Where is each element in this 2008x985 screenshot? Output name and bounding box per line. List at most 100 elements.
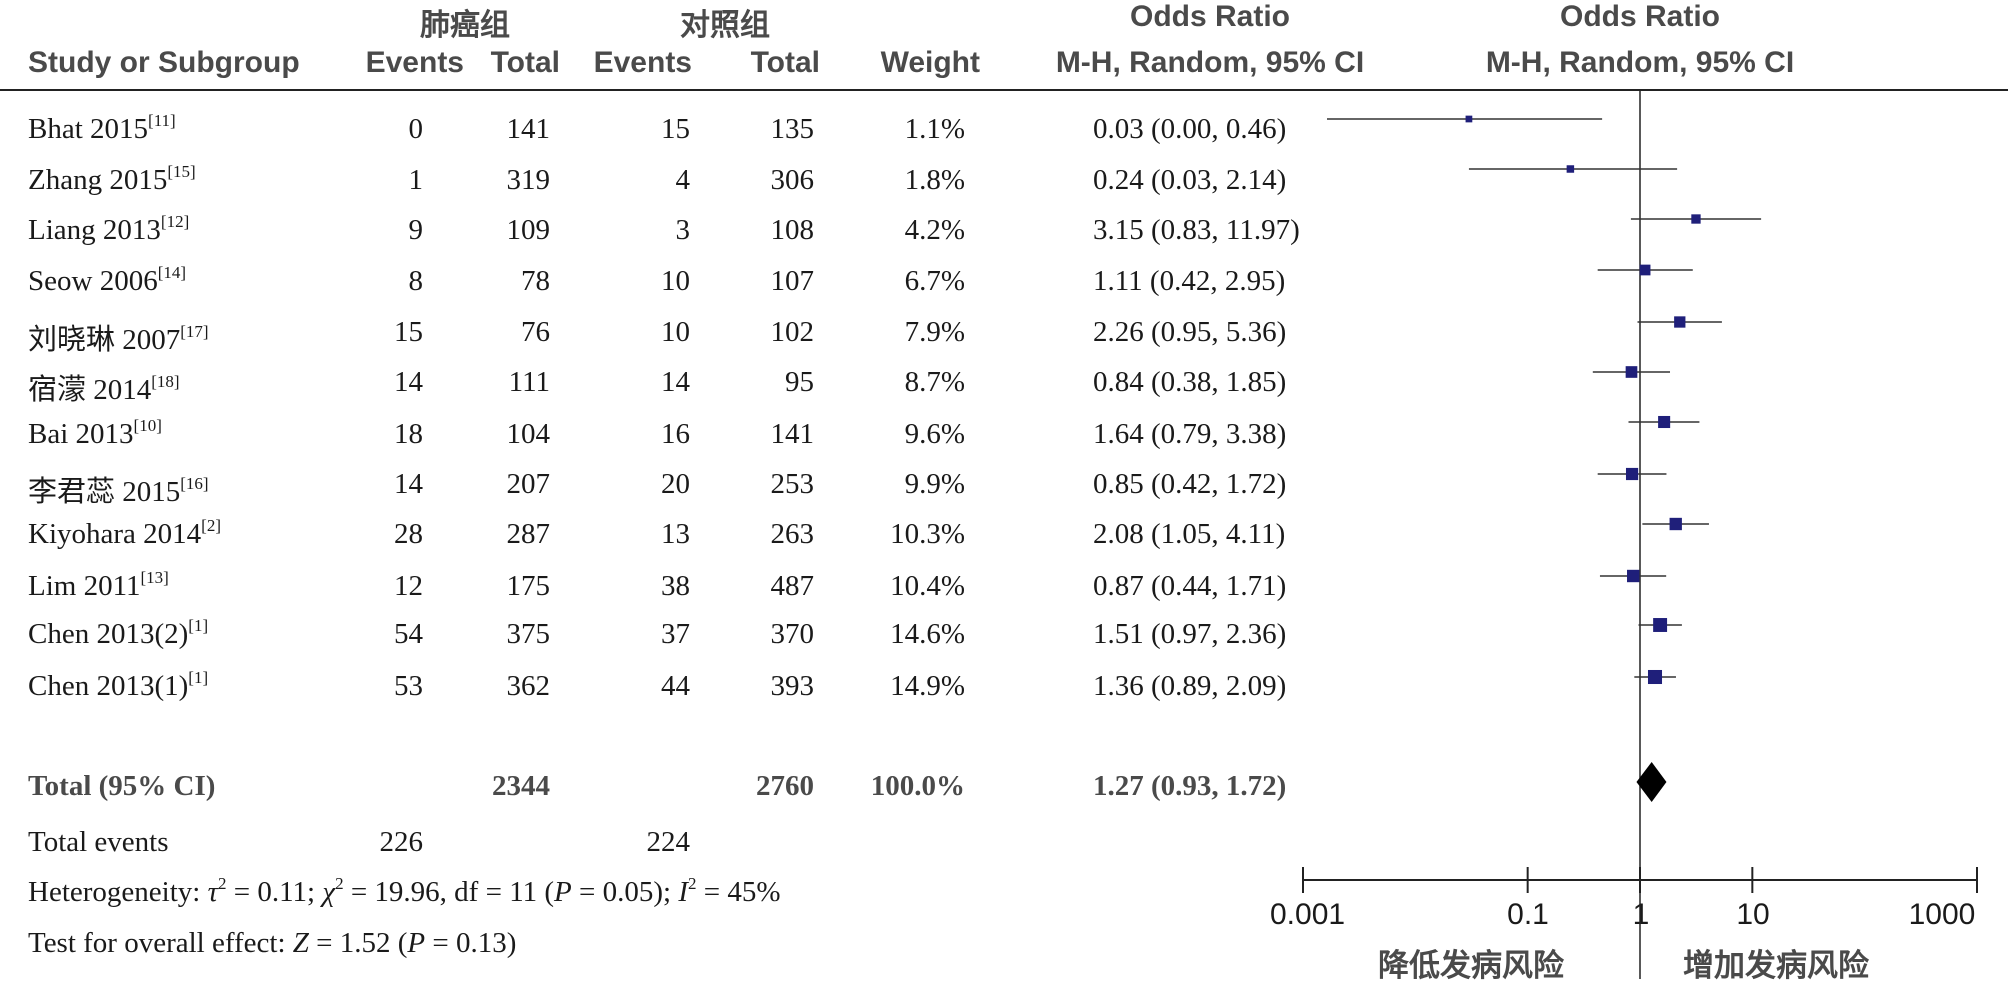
axis-tick-label-0.001: 0.001 xyxy=(1270,898,1346,931)
ctrl-total: 393 xyxy=(770,670,815,702)
study-marker xyxy=(1669,517,1682,531)
ctrl-total: 306 xyxy=(770,164,815,196)
study-marker xyxy=(1465,115,1473,123)
case-events: 12 xyxy=(394,570,423,602)
study-weight: 14.9% xyxy=(890,670,965,702)
ctrl-events: 20 xyxy=(661,468,690,500)
case-total: 78 xyxy=(521,265,550,297)
study-weight: 7.9% xyxy=(904,316,965,348)
total-events-case: 226 xyxy=(379,826,424,858)
study-name-text: Kiyohara 2014 xyxy=(28,518,202,550)
study-marker xyxy=(1653,618,1668,632)
study-name-text: 宿濛 2014 xyxy=(28,374,152,406)
study-ci-text: 0.84 (0.38, 1.85) xyxy=(1093,366,1287,398)
total-ctrl-total: 2760 xyxy=(756,770,814,802)
study-marker xyxy=(1674,316,1686,328)
case-total: 109 xyxy=(506,214,551,246)
case-events: 1 xyxy=(408,164,424,196)
study-ci-text: 1.36 (0.89, 2.09) xyxy=(1093,670,1287,702)
study-name-text: Chen 2013(1) xyxy=(28,670,189,702)
case-total: 141 xyxy=(506,113,551,145)
study-weight: 10.3% xyxy=(890,518,965,550)
study-name: Seow 2006[14] xyxy=(28,264,186,298)
study-ci-text: 1.11 (0.42, 2.95) xyxy=(1093,265,1286,297)
study-ref: [12] xyxy=(160,212,190,231)
study-marker xyxy=(1639,264,1651,276)
ctrl-total: 108 xyxy=(770,214,815,246)
col-case-total: Total xyxy=(490,46,560,79)
study-marker xyxy=(1658,415,1671,429)
study-weight: 10.4% xyxy=(890,570,965,602)
case-total: 104 xyxy=(506,418,551,450)
ctrl-total: 141 xyxy=(770,418,815,450)
study-name: Bai 2013[10] xyxy=(28,416,162,451)
control-group-title: 对照组 xyxy=(680,9,770,42)
case-events: 14 xyxy=(394,366,423,398)
study-ref: [2] xyxy=(201,516,221,535)
ctrl-events: 44 xyxy=(661,670,690,702)
study-ci-text: 0.87 (0.44, 1.71) xyxy=(1093,570,1287,602)
study-name-text: Seow 2006 xyxy=(28,265,158,297)
case-total: 175 xyxy=(506,570,551,602)
case-events: 15 xyxy=(394,316,423,348)
study-weight: 4.2% xyxy=(904,214,965,246)
col-study: Study or Subgroup xyxy=(28,46,300,79)
axis-right-label: 增加发病风险 xyxy=(1683,948,1869,983)
ctrl-events: 14 xyxy=(661,366,690,398)
ctrl-events: 13 xyxy=(661,518,690,550)
ctrl-total: 253 xyxy=(770,468,815,500)
case-total: 76 xyxy=(521,316,550,348)
study-name: Kiyohara 2014[2] xyxy=(28,516,221,551)
study-name-text: Zhang 2015 xyxy=(28,164,168,196)
axis-tick-label-10: 10 xyxy=(1736,898,1770,931)
case-events: 18 xyxy=(394,418,423,450)
study-name: Liang 2013[12] xyxy=(28,212,190,247)
study-name-text: Bhat 2015 xyxy=(28,113,149,145)
pooled-diamond xyxy=(1636,762,1667,802)
case-events: 14 xyxy=(394,468,423,500)
study-name: Lim 2011[13] xyxy=(28,569,169,603)
study-name-text: Chen 2013(2) xyxy=(28,618,189,650)
ctrl-total: 135 xyxy=(770,113,815,145)
total-weight: 100.0% xyxy=(870,770,965,802)
study-name: 李君蕊 2015[16] xyxy=(28,468,209,510)
study-ci-text: 0.03 (0.00, 0.46) xyxy=(1093,113,1287,145)
total-events-label: Total events xyxy=(28,826,169,858)
axis-tick-label-1000: 1000 xyxy=(1908,898,1976,931)
col-or-method-right: M-H, Random, 95% CI xyxy=(1485,46,1795,79)
study-ci-text: 1.51 (0.97, 2.36) xyxy=(1093,618,1287,650)
case-group-title: 肺癌组 xyxy=(420,9,510,42)
header-rule xyxy=(0,89,2008,91)
ctrl-total: 263 xyxy=(770,518,815,550)
study-weight: 1.8% xyxy=(904,164,965,196)
study-ci-text: 1.64 (0.79, 3.38) xyxy=(1093,418,1287,450)
case-total: 319 xyxy=(506,164,551,196)
study-marker xyxy=(1625,366,1638,378)
study-name: 宿濛 2014[18] xyxy=(28,366,180,408)
ctrl-total: 370 xyxy=(770,618,815,650)
study-ci-text: 0.85 (0.42, 1.72) xyxy=(1093,468,1287,500)
study-ref: [15] xyxy=(167,162,196,181)
case-events: 8 xyxy=(408,265,424,297)
ctrl-total: 102 xyxy=(770,316,815,348)
study-name: 刘晓琳 2007[17] xyxy=(28,316,209,358)
study-ref: [11] xyxy=(148,111,176,130)
case-total: 207 xyxy=(506,468,551,500)
study-ref: [10] xyxy=(133,416,162,435)
study-ci-text: 2.26 (0.95, 5.36) xyxy=(1093,316,1287,348)
study-name: Chen 2013(2)[1] xyxy=(28,617,208,651)
study-ref: [1] xyxy=(188,668,209,687)
study-marker xyxy=(1566,165,1575,173)
total-label: Total (95% CI) xyxy=(28,770,216,802)
case-total: 287 xyxy=(506,518,551,550)
or-title-left: Odds Ratio xyxy=(1129,0,1290,33)
axis-tick-label-1: 1 xyxy=(1632,898,1650,931)
ctrl-events: 10 xyxy=(661,316,690,348)
case-events: 53 xyxy=(394,670,423,702)
study-name-text: Bai 2013 xyxy=(28,418,134,450)
col-ctrl-events: Events xyxy=(593,46,692,79)
heterogeneity-text: Heterogeneity: τ2 = 0.11; χ2 = 19.96, df… xyxy=(28,874,781,908)
col-case-events: Events xyxy=(365,46,464,79)
col-weight: Weight xyxy=(880,46,980,79)
